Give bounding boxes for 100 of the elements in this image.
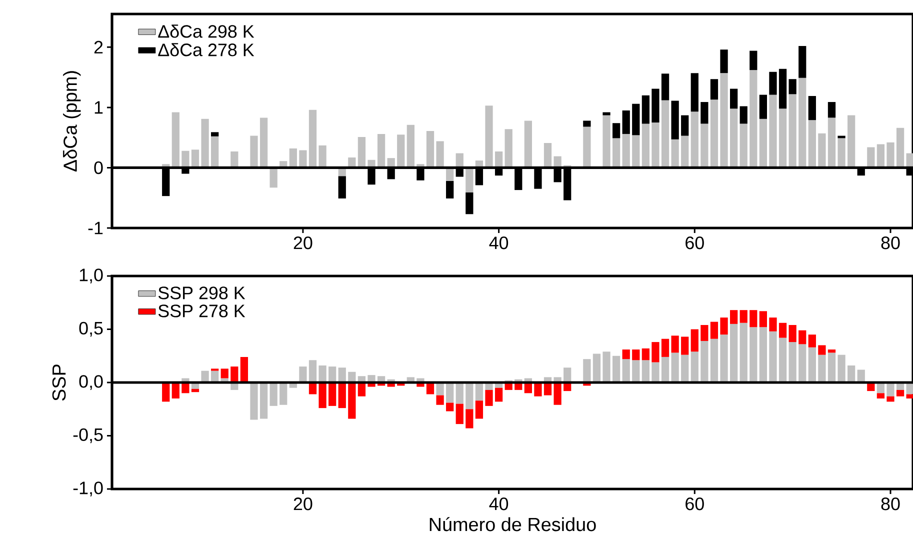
bar	[906, 394, 913, 398]
bar	[720, 73, 728, 168]
bar	[162, 382, 170, 402]
bar	[700, 102, 708, 124]
bar	[524, 120, 532, 168]
bar	[710, 100, 718, 168]
bar	[798, 330, 806, 344]
bar	[338, 382, 346, 408]
bar	[583, 120, 591, 127]
bar	[642, 95, 650, 124]
bar	[808, 120, 816, 168]
bar	[828, 352, 836, 383]
y-tick-label: -1	[88, 222, 103, 234]
bar	[710, 338, 718, 383]
y-tick-label: 1,0	[80, 268, 103, 284]
bar	[798, 46, 806, 78]
bar	[681, 136, 689, 168]
bar	[778, 68, 787, 109]
bar	[583, 126, 591, 168]
bar	[838, 138, 846, 168]
bar	[681, 115, 689, 136]
bar	[504, 129, 512, 168]
bar	[750, 327, 758, 383]
bar	[280, 382, 288, 405]
bar	[406, 124, 414, 168]
bar	[778, 338, 787, 383]
y-tick-label: -1,0	[73, 482, 103, 496]
bar	[720, 334, 728, 383]
bar	[308, 360, 317, 383]
bar	[750, 70, 758, 168]
bar	[456, 382, 464, 404]
bar	[191, 150, 200, 168]
bar	[690, 73, 698, 112]
bar	[632, 360, 640, 383]
bar	[661, 100, 670, 168]
bar	[182, 150, 190, 168]
bar	[700, 340, 708, 383]
bar	[730, 108, 738, 168]
bar	[778, 322, 787, 338]
bar	[436, 395, 444, 405]
bar	[602, 352, 610, 383]
bar	[759, 327, 768, 383]
bar	[642, 124, 650, 168]
x-tick-label: 60	[686, 498, 704, 510]
bar	[172, 112, 180, 168]
bar	[338, 176, 346, 198]
bar	[308, 110, 317, 168]
bar	[769, 318, 777, 332]
y-axis-title: SSP	[52, 364, 66, 401]
bar	[466, 409, 474, 428]
bar	[602, 115, 610, 168]
bar	[446, 402, 454, 412]
bar	[632, 135, 640, 168]
bar	[808, 334, 816, 348]
bar	[876, 393, 885, 398]
bar	[260, 118, 268, 168]
bar	[377, 134, 386, 168]
bar	[632, 104, 640, 136]
bar	[494, 151, 503, 168]
bar	[602, 112, 610, 116]
bar	[446, 382, 454, 403]
bar	[788, 79, 796, 94]
bar	[191, 388, 200, 392]
bar	[661, 338, 670, 357]
bar	[690, 329, 698, 352]
bar	[690, 112, 698, 168]
bar	[750, 50, 758, 70]
bar	[397, 134, 405, 168]
bar	[494, 388, 503, 402]
bar	[299, 150, 307, 168]
bar	[466, 168, 474, 192]
bar	[466, 192, 474, 214]
x-tick-label: 80	[881, 236, 900, 250]
bar	[720, 318, 728, 335]
bar	[710, 322, 718, 339]
bar	[671, 352, 679, 383]
bar	[788, 94, 796, 168]
bar	[769, 72, 777, 95]
bar	[456, 404, 464, 424]
bar	[730, 324, 738, 383]
bar	[759, 94, 768, 119]
x-tick-label: 20	[294, 498, 312, 510]
bar	[808, 347, 816, 383]
y-tick-label: 0,0	[79, 375, 103, 390]
bar	[358, 136, 366, 168]
x-axis-title: Número de Residuo	[430, 517, 596, 532]
bar	[759, 311, 768, 328]
y-axis-title: ΔδCa (ppm)	[63, 71, 81, 172]
bar	[446, 180, 454, 198]
bar	[485, 390, 493, 406]
bar	[661, 74, 670, 100]
bar	[250, 136, 258, 168]
bar	[671, 336, 679, 353]
bar	[652, 88, 660, 123]
bar	[838, 354, 846, 383]
bar	[230, 151, 238, 168]
bar	[299, 366, 307, 383]
bar	[681, 354, 689, 383]
bar	[828, 349, 836, 353]
bar	[348, 382, 356, 419]
